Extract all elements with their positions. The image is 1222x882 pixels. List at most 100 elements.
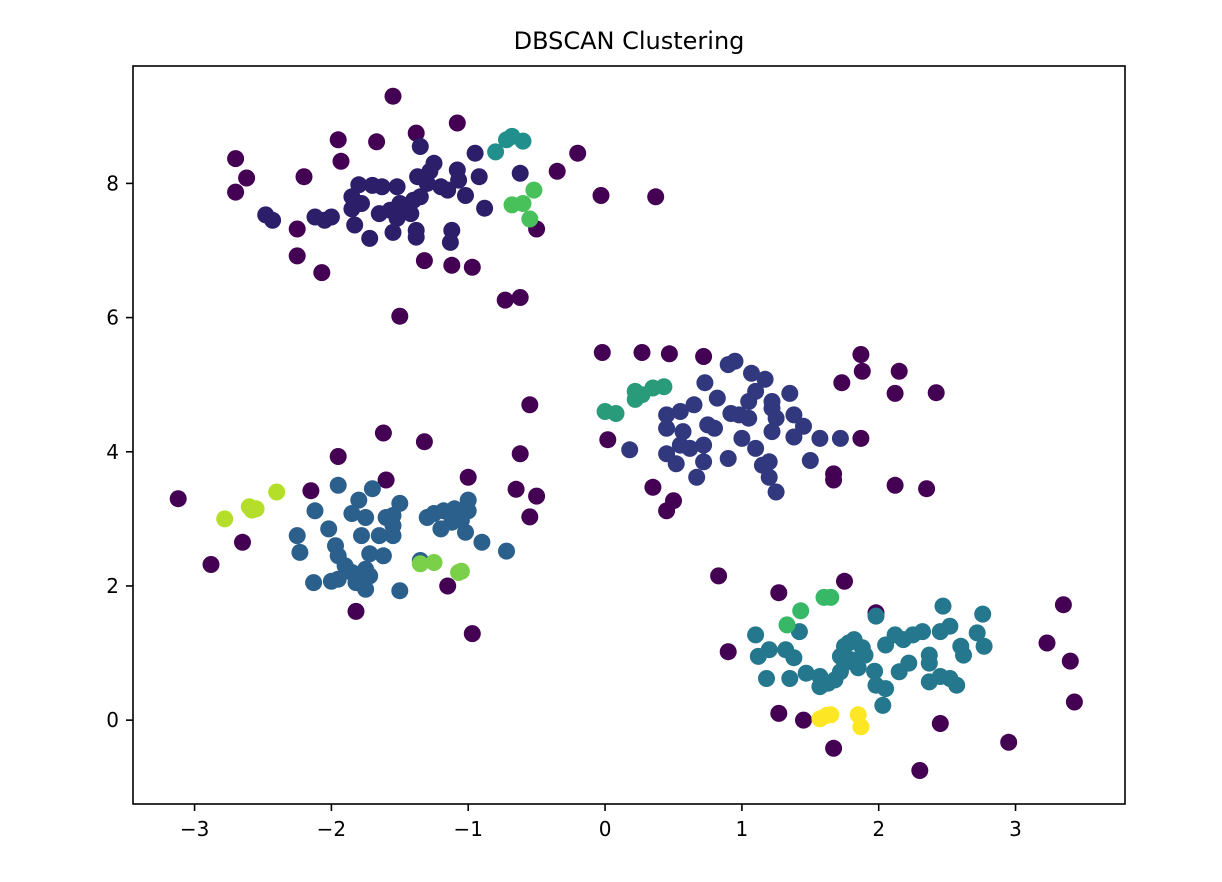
data-point-c3-225 xyxy=(853,639,871,657)
data-point-c0-104 xyxy=(418,174,436,192)
data-point-noise-19 xyxy=(463,258,481,276)
data-point-noise-66 xyxy=(719,643,737,661)
data-point-c3-231 xyxy=(914,623,931,641)
data-point-c3-238 xyxy=(975,637,993,655)
data-point-noise-20 xyxy=(313,264,331,282)
plot-frame xyxy=(132,65,1126,805)
data-point-noise-17 xyxy=(415,252,433,270)
data-point-c2-164 xyxy=(306,502,324,520)
data-point-c2-201 xyxy=(473,533,491,551)
data-point-c0-92 xyxy=(384,223,402,241)
data-point-c0-81 xyxy=(343,200,361,218)
data-point-noise-32 xyxy=(886,384,904,402)
data-point-c2-188 xyxy=(361,545,379,563)
data-point-c1-147 xyxy=(695,436,713,454)
data-point-c1-140 xyxy=(811,429,829,447)
data-point-noise-15 xyxy=(288,220,306,238)
data-point-noise-8 xyxy=(548,162,566,180)
data-point-c3-250 xyxy=(877,680,895,698)
data-point-c3-241 xyxy=(920,654,938,672)
data-point-noise-54 xyxy=(521,508,539,526)
data-point-c8-274 xyxy=(452,562,470,580)
data-point-c1-143 xyxy=(747,439,765,457)
data-point-noise-59 xyxy=(439,577,457,595)
data-point-noise-33 xyxy=(927,384,945,402)
data-point-noise-37 xyxy=(852,429,870,447)
data-point-c0-110 xyxy=(439,181,457,199)
data-point-noise-60 xyxy=(770,584,788,602)
data-point-c1-136 xyxy=(658,419,676,437)
x-tick-label: −1 xyxy=(453,817,482,841)
data-point-noise-45 xyxy=(644,478,662,496)
data-point-c3-212 xyxy=(758,670,775,687)
data-point-noise-58 xyxy=(836,572,853,590)
data-point-c3-220 xyxy=(849,659,867,677)
data-point-noise-9 xyxy=(238,169,256,187)
data-point-c2-162 xyxy=(350,491,368,509)
data-point-c2-189 xyxy=(374,547,392,565)
y-axis: 0 2 4 6 8 xyxy=(106,171,133,732)
data-point-noise-35 xyxy=(374,424,392,442)
data-point-noise-57 xyxy=(710,567,728,585)
data-point-c3-236 xyxy=(968,624,986,642)
data-point-c0-99 xyxy=(264,211,282,229)
data-point-noise-29 xyxy=(853,362,871,380)
data-point-c0-114 xyxy=(476,199,494,217)
x-tick-label: 2 xyxy=(872,817,885,841)
x-tick-label: −3 xyxy=(180,817,209,841)
data-point-c0-94 xyxy=(346,216,364,234)
data-point-c2-199 xyxy=(391,582,409,600)
data-point-noise-2 xyxy=(407,124,425,142)
data-point-noise-74 xyxy=(911,762,929,779)
data-point-c3-246 xyxy=(920,673,938,691)
data-point-noise-43 xyxy=(459,468,477,486)
data-point-c1-117 xyxy=(719,356,737,374)
data-point-c1-154 xyxy=(801,452,819,469)
data-point-c1-124 xyxy=(740,393,758,410)
data-point-noise-25 xyxy=(633,344,651,361)
data-point-c3-237 xyxy=(974,605,992,623)
data-point-c3-204 xyxy=(790,623,808,641)
data-point-c5-262 xyxy=(607,405,625,422)
data-point-c1-133 xyxy=(785,406,803,424)
data-point-c10-284 xyxy=(852,718,870,736)
data-point-c2-166 xyxy=(357,509,375,526)
data-point-c3-207 xyxy=(785,649,803,667)
data-point-c3-216 xyxy=(811,678,829,696)
data-point-noise-4 xyxy=(368,133,386,151)
data-point-c2-183 xyxy=(320,520,338,538)
data-point-c2-178 xyxy=(457,523,474,541)
data-point-noise-21 xyxy=(511,289,529,306)
data-point-c1-144 xyxy=(763,423,781,441)
data-point-c1-158 xyxy=(621,441,639,459)
data-point-c9-278 xyxy=(243,501,261,519)
data-point-noise-7 xyxy=(332,152,350,170)
data-point-noise-6 xyxy=(227,150,245,168)
data-point-c0-88 xyxy=(402,205,420,223)
data-point-c0-91 xyxy=(407,228,425,246)
data-point-c6-264 xyxy=(792,602,810,620)
data-point-noise-28 xyxy=(852,346,870,363)
data-point-c0-78 xyxy=(388,178,406,196)
data-point-c10-282 xyxy=(822,706,840,724)
data-point-c7-270 xyxy=(521,210,539,228)
data-point-c3-203 xyxy=(747,626,765,644)
data-point-noise-47 xyxy=(918,480,936,498)
data-point-c0-87 xyxy=(411,188,429,206)
chart-title: DBSCAN Clustering xyxy=(514,27,745,55)
data-point-c1-141 xyxy=(831,429,849,447)
data-point-noise-24 xyxy=(593,344,611,361)
data-point-c1-155 xyxy=(688,468,706,486)
data-point-c1-132 xyxy=(767,409,785,427)
data-point-c1-137 xyxy=(674,423,692,441)
data-point-c1-142 xyxy=(733,429,751,447)
data-point-noise-5 xyxy=(569,144,587,162)
data-point-c1-123 xyxy=(708,389,726,407)
data-point-noise-12 xyxy=(592,187,610,204)
data-point-c0-97 xyxy=(322,208,340,226)
data-point-c3-209 xyxy=(797,664,815,682)
data-point-c1-157 xyxy=(767,483,785,501)
data-point-noise-73 xyxy=(825,739,843,757)
data-point-c0-109 xyxy=(466,144,484,162)
data-point-c2-195 xyxy=(305,574,323,592)
